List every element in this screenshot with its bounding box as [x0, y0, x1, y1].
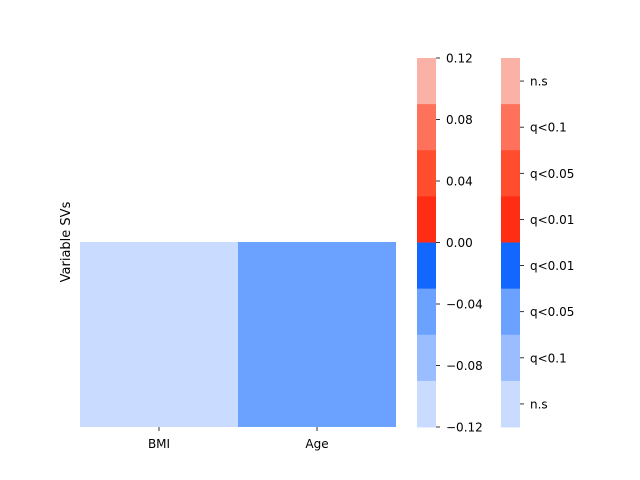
- heatmap-cell-age: [238, 242, 396, 427]
- colorbar-significance-tick-label: q<0.05: [530, 167, 574, 181]
- colorbar-significance-tick-label: q<0.1: [530, 121, 567, 135]
- colorbar-significance-bin: [501, 104, 520, 151]
- colorbar-value-bin: [417, 150, 436, 197]
- colorbar-value-bin: [417, 288, 436, 336]
- colorbar-value-bin: [417, 58, 436, 105]
- colorbar-significance: n.s q<0.1 q<0.05 q<0.01 q<0.01 q<0.05 q<0.1 n.s: [501, 58, 574, 428]
- colorbar-significance-bin: [501, 380, 520, 428]
- colorbar-value-tick-label: 0.12: [446, 52, 473, 66]
- colorbar-significance-bin: [501, 58, 520, 105]
- x-tick-labels: BMI Age: [148, 427, 329, 451]
- colorbar-value-tick-label: 0.00: [446, 236, 473, 250]
- colorbar-significance-bin: [501, 288, 520, 336]
- colorbar-significance-bin: [501, 196, 520, 243]
- colorbar-value-bin: [417, 380, 436, 428]
- colorbar-value-bin: [417, 104, 436, 151]
- colorbar-value: 0.12 0.08 0.04 0.00 −0.04 −0.08 −0.12: [417, 52, 483, 435]
- colorbar-value-tick-label: 0.08: [446, 113, 473, 127]
- colorbar-significance-tick-label: q<0.05: [530, 305, 574, 319]
- y-axis-label: Variable SVs: [59, 201, 74, 282]
- heatmap-plot: [80, 242, 396, 427]
- colorbar-value-tick-label: 0.04: [446, 175, 473, 189]
- colorbar-significance-bin: [501, 150, 520, 197]
- colorbar-value-tick-label: −0.04: [446, 298, 483, 312]
- colorbar-significance-tick-label: q<0.1: [530, 351, 567, 365]
- colorbar-significance-bin: [501, 242, 520, 290]
- colorbar-value-tick-label: −0.08: [446, 359, 483, 373]
- x-tick-label: Age: [305, 437, 328, 451]
- heatmap-cell-bmi: [80, 242, 238, 427]
- colorbar-significance-tick-label: q<0.01: [530, 259, 574, 273]
- colorbar-value-bin: [417, 334, 436, 382]
- x-tick-label: BMI: [148, 437, 170, 451]
- colorbar-significance-bin: [501, 334, 520, 382]
- colorbar-value-bin: [417, 196, 436, 243]
- colorbar-value-tick-label: −0.12: [446, 421, 483, 435]
- colorbar-significance-tick-label: q<0.01: [530, 213, 574, 227]
- colorbar-value-bin: [417, 242, 436, 290]
- colorbar-significance-tick-label: n.s: [530, 397, 548, 411]
- colorbar-significance-tick-label: n.s: [530, 75, 548, 89]
